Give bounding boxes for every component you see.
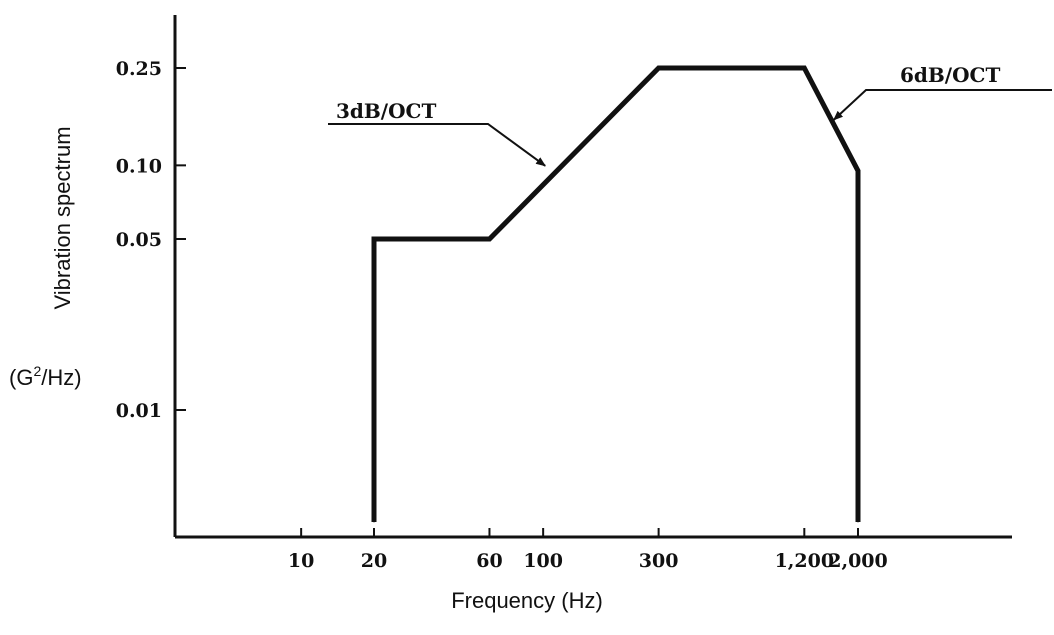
x-tick-label: 300 [639, 550, 679, 572]
y-tick-label: 0.01 [116, 400, 162, 422]
y-ticks: 0.01 0.05 0.10 0.25 [116, 58, 186, 422]
axes [173, 15, 1012, 539]
annotation-6db-oct: 6dB/OCT [900, 63, 1000, 87]
series-point [373, 238, 375, 240]
series-point [488, 238, 490, 240]
x-tick-label: 2,000 [828, 550, 888, 572]
unit-prefix: (G [9, 365, 33, 390]
x-tick-label: 100 [523, 550, 563, 572]
series-point [857, 521, 859, 523]
series-lines [371, 65, 861, 523]
unit-superscript: 2 [33, 363, 41, 379]
annotation-6db-leader [833, 89, 1052, 121]
series-point [373, 521, 375, 523]
x-axis-title: Frequency (Hz) [451, 588, 603, 613]
y-tick-label: 0.10 [116, 155, 162, 177]
unit-suffix: /Hz) [41, 365, 81, 390]
y-axis-title: Vibration spectrum [50, 126, 75, 309]
series-point [857, 170, 859, 172]
annotation-3db-oct: 3dB/OCT [336, 99, 436, 123]
series-point [658, 67, 660, 69]
x-tick-label: 10 [288, 550, 314, 572]
annotations: 3dB/OCT 6dB/OCT [328, 63, 1052, 167]
x-tick-label: 20 [361, 550, 387, 572]
y-axis-unit: (G2/Hz) [9, 363, 82, 390]
series-point [803, 67, 805, 69]
x-tick-label: 1,200 [775, 550, 835, 572]
y-tick-label: 0.05 [116, 229, 162, 251]
annotation-3db-leader [328, 123, 546, 167]
x-tick-label: 60 [476, 550, 502, 572]
series-line [371, 65, 861, 522]
y-tick-label: 0.25 [116, 58, 162, 80]
